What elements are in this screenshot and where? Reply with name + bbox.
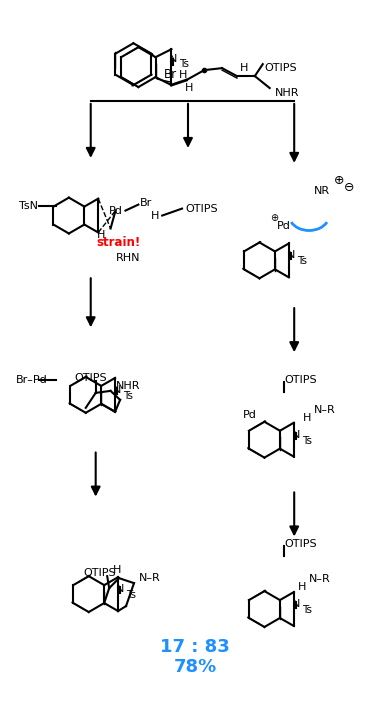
Text: N: N bbox=[116, 584, 124, 594]
Text: H: H bbox=[298, 582, 306, 592]
Text: 17 : 83: 17 : 83 bbox=[160, 638, 230, 656]
Text: N: N bbox=[169, 54, 177, 64]
Text: OTIPS: OTIPS bbox=[284, 375, 317, 385]
Text: OTIPS: OTIPS bbox=[265, 63, 297, 73]
Text: NHR: NHR bbox=[275, 88, 299, 98]
Text: Ts: Ts bbox=[302, 435, 312, 446]
Text: Br–Pd: Br–Pd bbox=[16, 375, 48, 385]
Text: H: H bbox=[151, 211, 159, 221]
Text: Br: Br bbox=[164, 68, 177, 81]
Text: NR: NR bbox=[314, 185, 330, 195]
Text: Pd: Pd bbox=[277, 221, 291, 231]
Text: N: N bbox=[292, 430, 300, 440]
Text: OTIPS: OTIPS bbox=[83, 568, 115, 578]
Text: N–R: N–R bbox=[314, 404, 336, 415]
Text: N–R: N–R bbox=[309, 574, 331, 584]
Text: ⊖: ⊖ bbox=[344, 181, 354, 194]
Text: OTIPS: OTIPS bbox=[284, 539, 317, 549]
Text: ⊕: ⊕ bbox=[334, 174, 344, 187]
Text: N: N bbox=[292, 599, 300, 609]
Text: strain!: strain! bbox=[96, 236, 141, 249]
Text: OTIPS: OTIPS bbox=[185, 203, 218, 213]
Text: ⊕: ⊕ bbox=[270, 213, 278, 223]
Text: Pd: Pd bbox=[109, 205, 123, 216]
Text: RHN: RHN bbox=[116, 253, 141, 263]
Text: Pd: Pd bbox=[243, 410, 256, 420]
Text: 78%: 78% bbox=[173, 658, 217, 676]
Text: Ts: Ts bbox=[179, 59, 190, 69]
Text: Ts: Ts bbox=[297, 257, 307, 266]
Text: Br: Br bbox=[140, 198, 153, 208]
Text: Ts: Ts bbox=[302, 605, 312, 615]
Text: N–R: N–R bbox=[139, 573, 161, 583]
Text: H: H bbox=[97, 231, 105, 241]
Text: TsN: TsN bbox=[19, 200, 38, 211]
Text: N: N bbox=[113, 385, 121, 395]
Text: H: H bbox=[113, 565, 121, 575]
Text: N: N bbox=[287, 250, 295, 260]
Text: H: H bbox=[303, 413, 311, 423]
Text: Ts: Ts bbox=[126, 590, 136, 600]
Text: H: H bbox=[179, 70, 188, 80]
Text: NHR: NHR bbox=[115, 381, 140, 391]
Text: H: H bbox=[240, 63, 248, 73]
Text: Ts: Ts bbox=[123, 391, 133, 401]
Text: OTIPS: OTIPS bbox=[74, 373, 107, 383]
Text: H: H bbox=[185, 83, 194, 93]
